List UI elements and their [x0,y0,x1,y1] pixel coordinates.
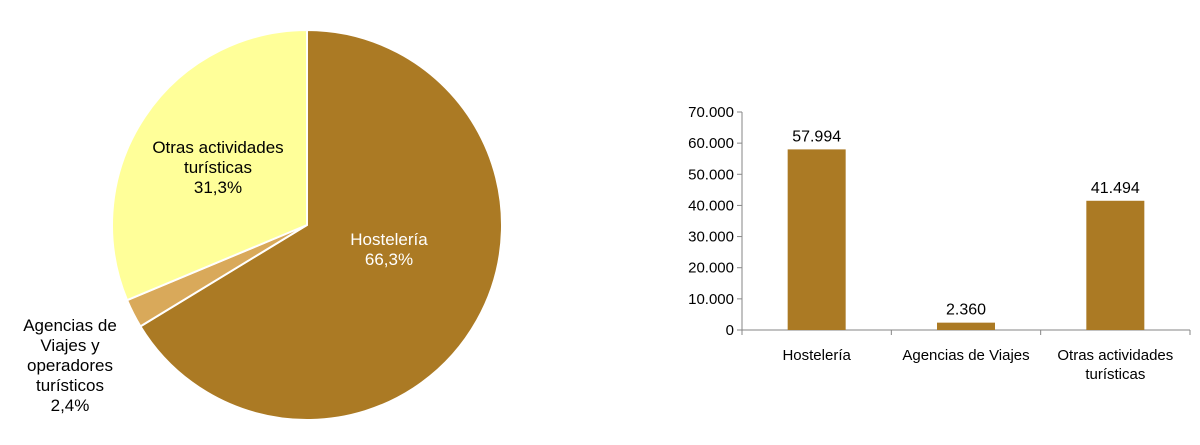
pie-label-hosteleria: Hostelería 66,3% [350,230,428,269]
bar-value-label: 41.494 [1091,180,1140,197]
x-category-label: Otras actividades turísticas [1057,347,1173,383]
bar [937,322,995,330]
bar-value-label: 57.994 [792,128,841,145]
x-category-label: Hostelería [782,347,851,364]
y-tick-label: 20.000 [688,260,734,277]
bar [1086,200,1145,330]
y-tick-label: 10.000 [688,291,734,308]
y-tick-label: 30.000 [688,229,734,246]
bar-value-label: 2.360 [946,302,986,319]
y-tick-label: 60.000 [688,135,734,152]
y-tick-label: 40.000 [688,197,734,214]
pie-label-otras: Otras actividades turísticas 31,3% [152,138,283,197]
y-tick-label: 70.000 [688,104,734,121]
pie-chart: Hostelería 66,3% Otras actividades turístic… [23,28,503,421]
y-tick-label: 50.000 [688,166,734,183]
pie-slice-otras [111,28,308,302]
pie-slice-hosteleria [139,28,503,421]
x-category-label: Agencias de Viajes [902,347,1029,364]
bar-chart: 0 10.000 20.000 30.000 40.000 50.000 60.000 70.… [688,104,1191,383]
bar [787,149,846,330]
pie-label-agencias: Agencias de Viajes y operadores turísticos 2… [23,316,117,415]
y-tick-label: 0 [726,322,734,339]
